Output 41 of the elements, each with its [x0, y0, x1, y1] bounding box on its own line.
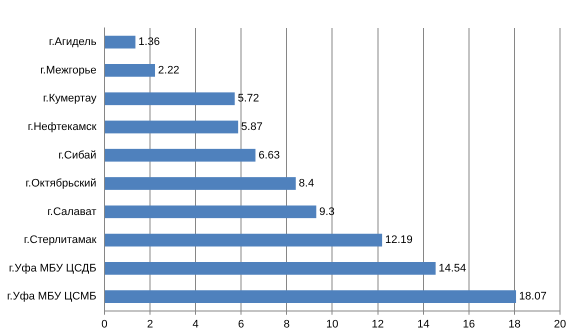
x-tick-label: 14	[417, 318, 430, 330]
data-label: 5.72	[238, 92, 260, 105]
x-tick-label: 0	[101, 318, 108, 330]
data-label: 18.07	[519, 290, 547, 303]
bar	[104, 177, 296, 190]
data-label: 1.36	[138, 36, 160, 48]
data-label: 12.19	[385, 234, 413, 246]
data-label: 14.54	[438, 262, 466, 274]
x-tick-label: 12	[372, 318, 384, 330]
y-tick-label: г.Сибай	[58, 149, 96, 162]
bar	[104, 64, 156, 77]
bar	[104, 36, 136, 49]
data-label: 6.63	[258, 149, 280, 162]
y-tick-label: г.Уфа МБУ ЦСДБ	[8, 262, 96, 274]
bar	[104, 262, 436, 275]
x-tick-label: 4	[192, 318, 199, 330]
y-tick-label: г.Октябрьский	[25, 178, 96, 190]
y-tick-label: г.Салават	[47, 206, 96, 218]
y-tick-label: г.Межгорье	[40, 64, 96, 76]
data-label: 8.4	[298, 178, 314, 190]
y-tick-label: г.Стерлитамак	[24, 234, 97, 246]
bar	[104, 234, 382, 246]
y-tick-label: г.Нефтекамск	[28, 121, 97, 134]
x-tick-label: 18	[508, 318, 521, 330]
y-tick-label: г.Кумертау	[42, 92, 97, 105]
bar	[104, 290, 516, 304]
x-tick-label: 20	[554, 318, 566, 330]
x-tick-label: 16	[462, 318, 476, 330]
y-tick-label: г.Уфа МБУ ЦСМБ	[6, 290, 96, 303]
data-label: 9.3	[319, 206, 335, 218]
x-tick-label: 2	[146, 318, 154, 330]
bar	[104, 148, 256, 162]
bar	[104, 92, 235, 106]
x-tick-label: 6	[238, 318, 244, 330]
x-tick-label: 10	[326, 318, 338, 330]
data-label: 2.22	[158, 64, 180, 76]
x-tick-label: 8	[284, 318, 290, 330]
bar	[104, 205, 316, 218]
bar	[104, 120, 238, 134]
y-tick-label: г.Агидель	[48, 36, 97, 48]
data-label: 5.87	[241, 121, 263, 134]
